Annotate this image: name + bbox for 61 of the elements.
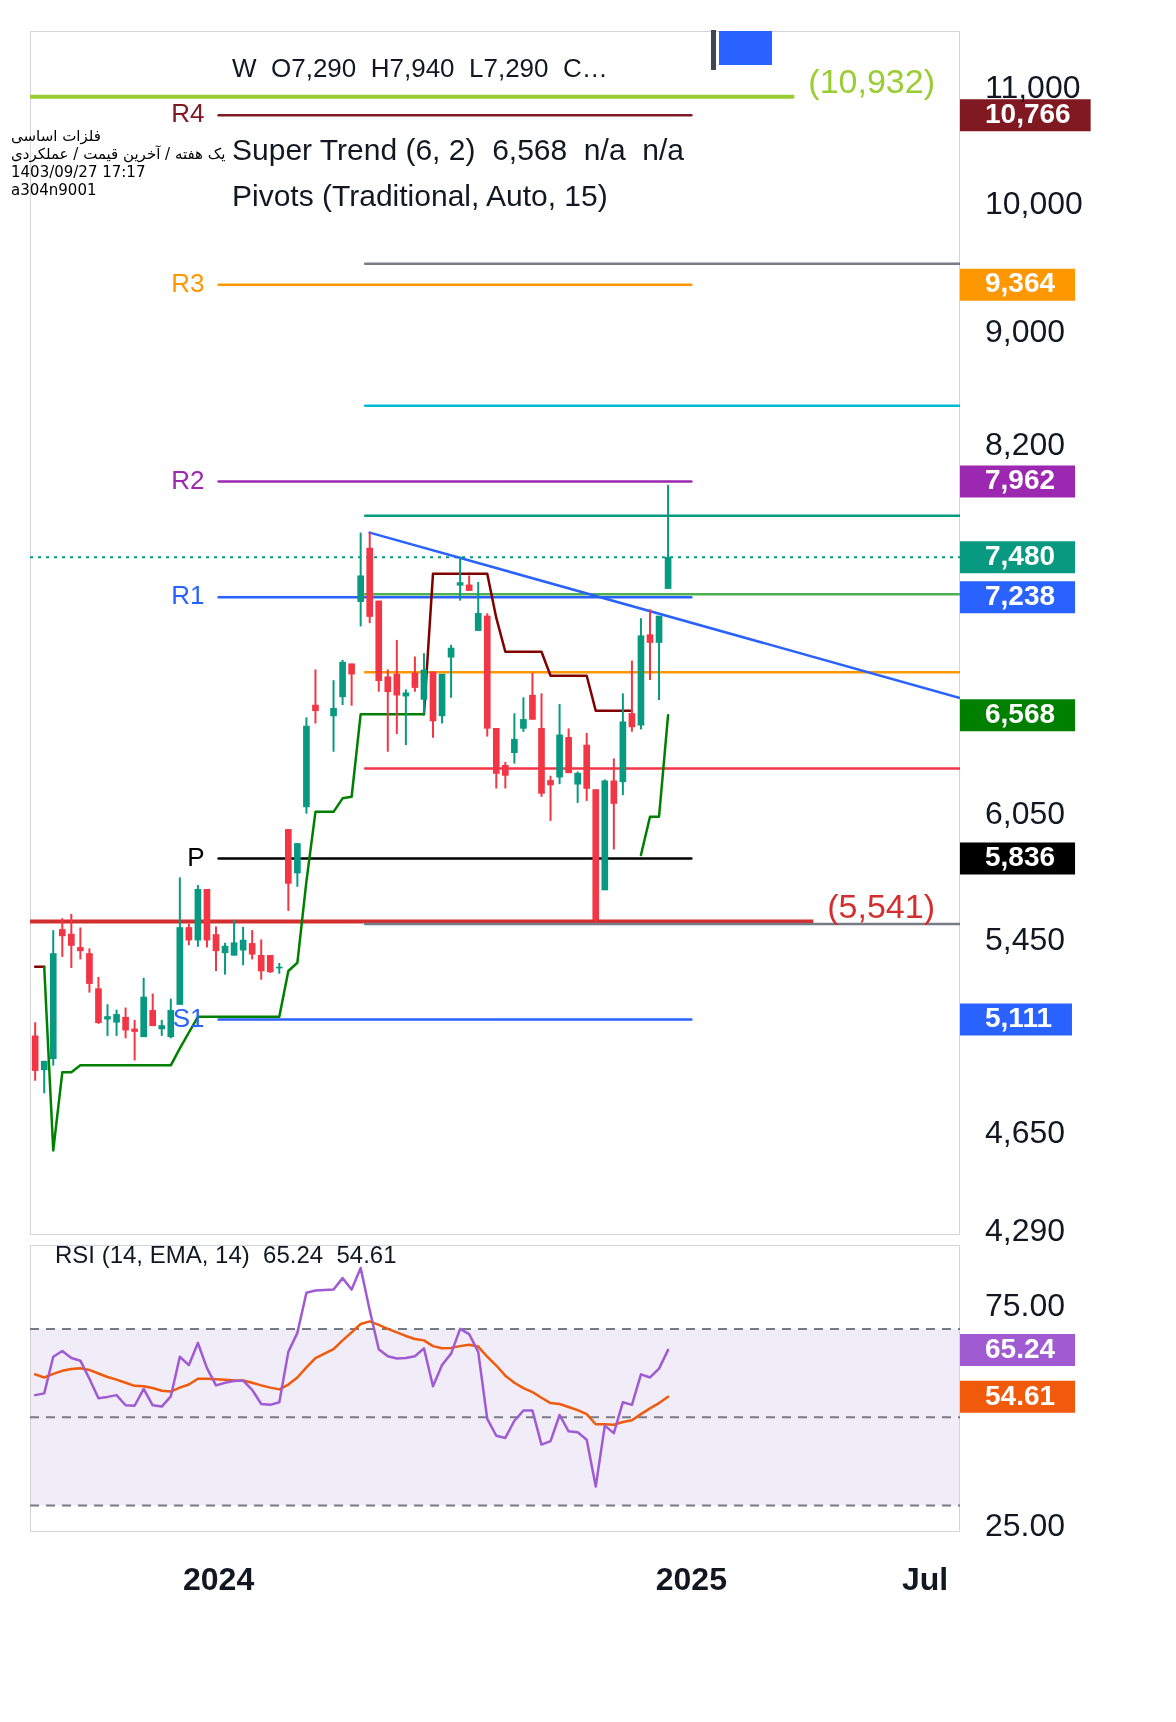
candlestick [384,668,392,753]
series-label: P [187,841,205,872]
candlestick [348,662,355,707]
annotation: Super Trend (6, 2) 6,568 n/a n/a [232,133,684,168]
series-label: R2 [171,464,205,495]
candlestick [77,926,84,961]
candlestick [547,774,554,822]
candlestick [248,929,256,961]
y-tick-label: 5,111 [985,1002,1052,1034]
chart-title: RSI (14, EMA, 14) 65.24 54.61 [55,1241,397,1269]
series-label: R4 [171,98,205,129]
y-tick-label: 8,200 [985,425,1066,462]
y-tick-label: 4,290 [985,1212,1066,1248]
series-label: R3 [171,267,205,298]
candlestick [58,917,66,958]
candlestick [520,696,527,733]
candlestick [122,1006,129,1040]
candlestick [113,1008,120,1037]
candlestick [447,643,455,699]
candlestick [212,925,220,972]
y-tick-label: 6,050 [985,794,1066,831]
candlestick [456,555,464,602]
candlestick [402,688,410,747]
candlestick [40,1059,48,1095]
series-label: R1 [171,580,205,611]
y-tick-label: 6,568 [985,697,1056,729]
y-tick-label: 10,000 [985,184,1083,221]
ref-line-label: (5,541) [827,886,935,925]
candlestick [646,608,654,681]
candlestick [131,1018,138,1062]
y-tick-label: 7,480 [985,540,1056,572]
y-tick-label: 5,450 [985,921,1066,958]
y-tick-label: 65.24 [985,1332,1056,1364]
y-tick-label: 75.00 [985,1286,1066,1323]
candlestick [511,712,518,765]
ref-line-label: (10,932) [808,62,935,101]
y-tick-label: 9,364 [985,267,1056,299]
annotation: Pivots (Traditional, Auto, 15) [232,179,608,214]
y-tick-label: 4,650 [985,1114,1066,1151]
y-tick-label: 9,000 [985,312,1066,349]
text: W O7,290 H7,940 L7,290 C… [232,53,608,84]
y-tick-label: 7,238 [985,579,1056,611]
x-tick-label: 2024 [182,1561,255,1598]
y-tick-label: 54.61 [985,1379,1056,1411]
y-tick-label: 5,836 [985,841,1056,873]
x-tick-label: 2025 [655,1561,727,1598]
candlestick [312,668,319,725]
candlestick [474,580,482,632]
candlestick [393,638,401,735]
candlestick [257,938,265,981]
candlestick [574,770,581,804]
candlestick [628,659,636,733]
x-tick-label: Jul [902,1561,949,1598]
y-tick-label: 25.00 [985,1507,1066,1544]
candlestick [330,679,337,753]
series-label: S1 [172,1002,205,1033]
candlestick [104,1003,111,1037]
candlestick [149,992,157,1027]
candlestick [230,918,238,957]
y-tick-label: 7,962 [985,464,1056,496]
candlestick [68,912,75,969]
